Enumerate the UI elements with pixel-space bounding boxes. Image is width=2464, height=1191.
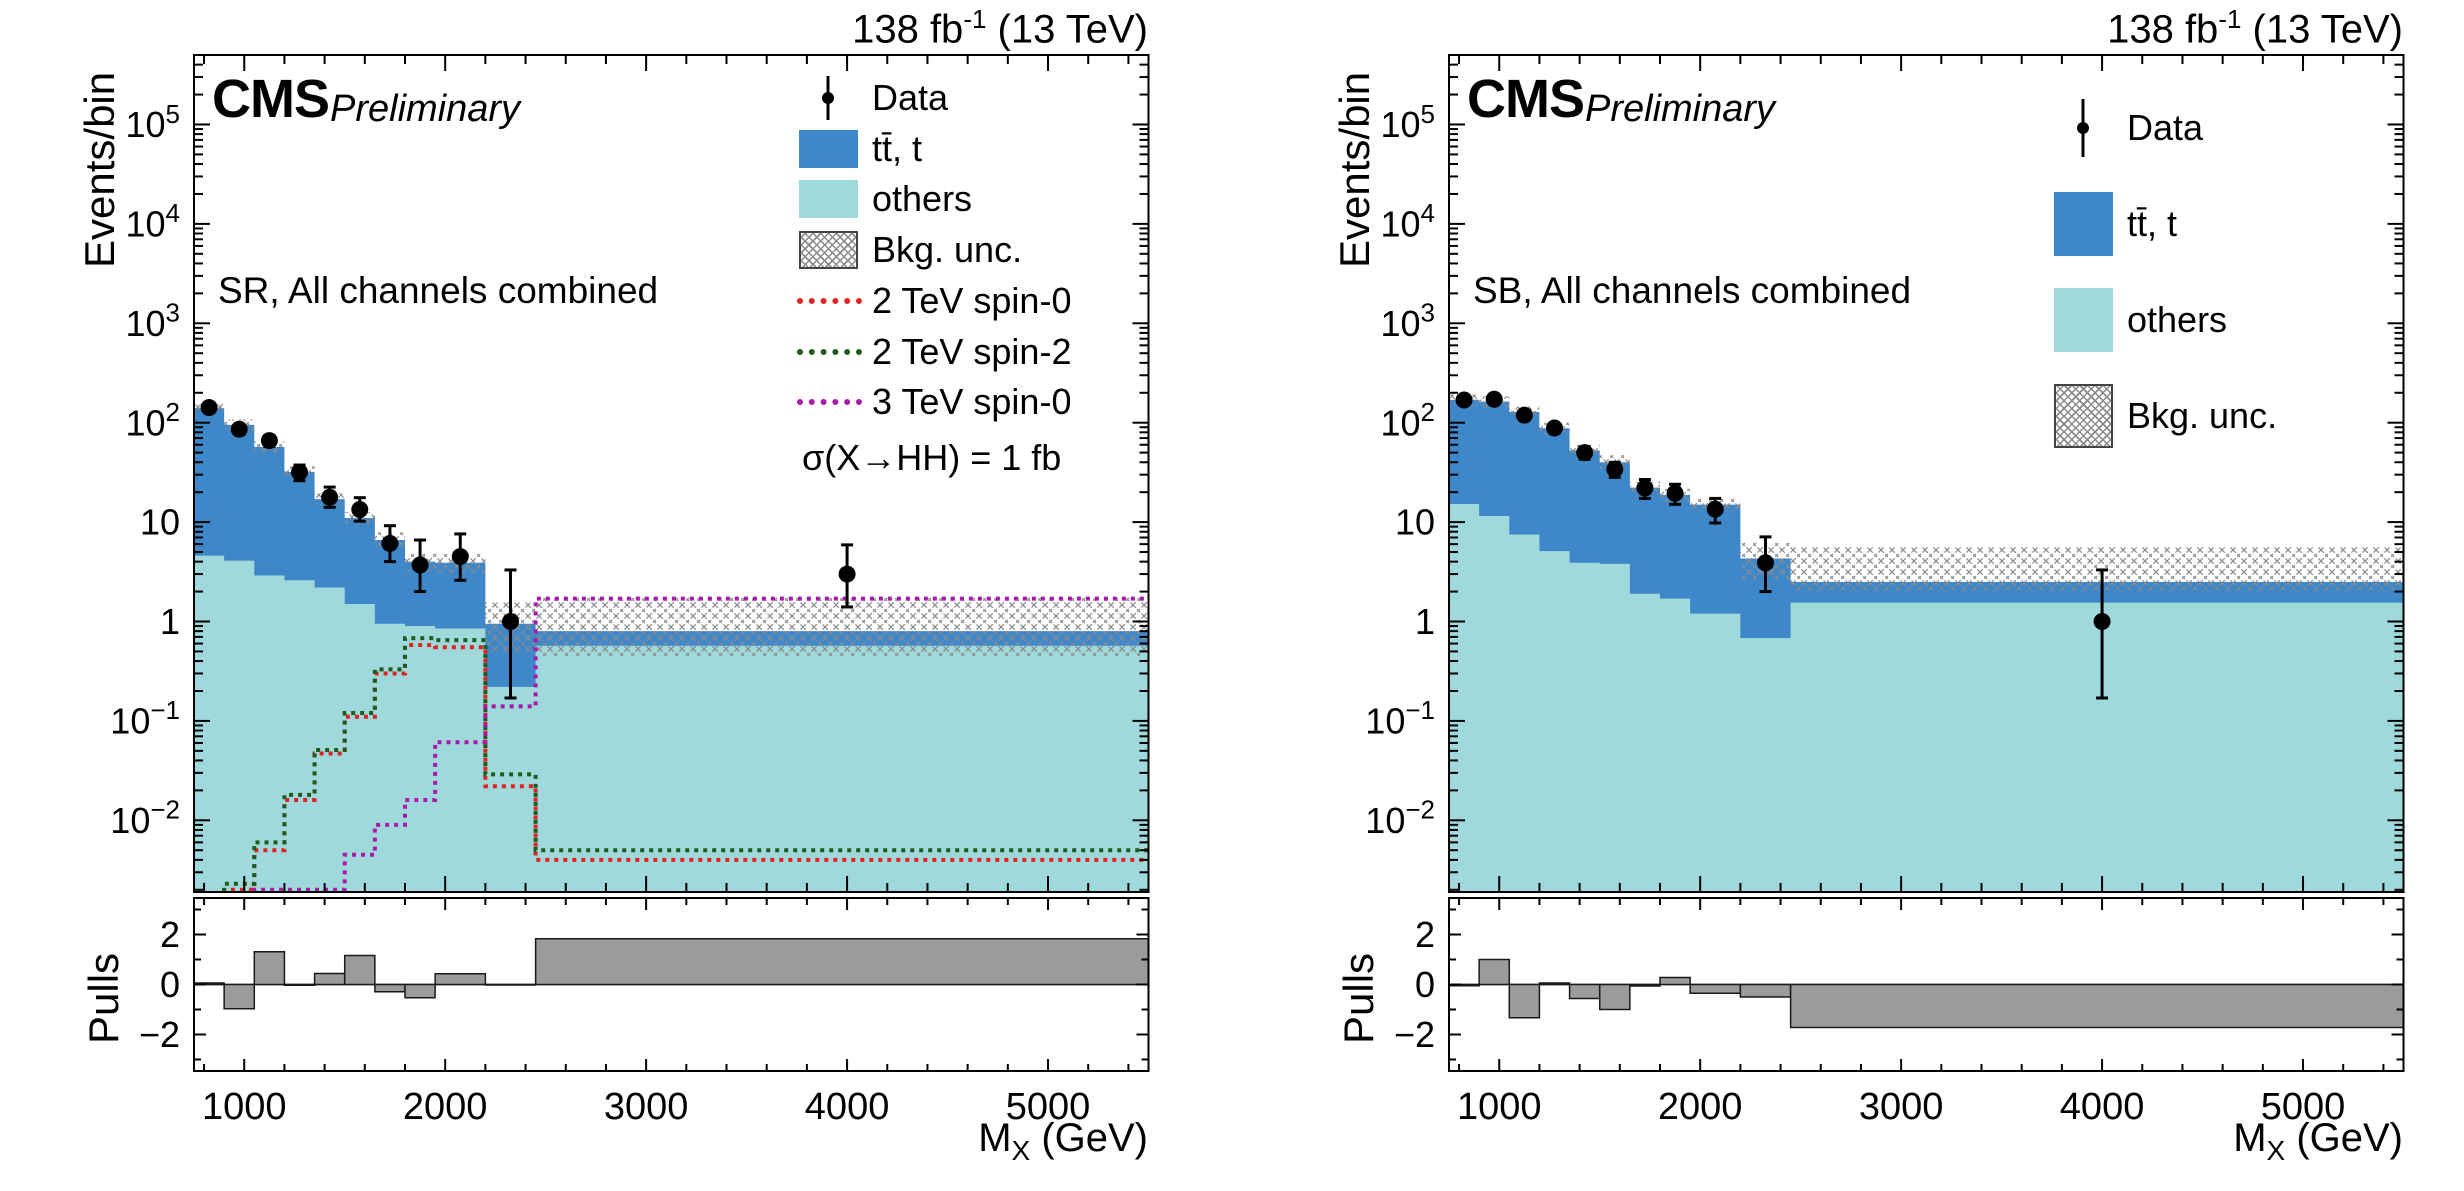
stack-others xyxy=(1449,504,2404,892)
svg-text:105: 105 xyxy=(1380,99,1435,145)
legend-label: others xyxy=(872,178,973,220)
y-axis-title-right: Events/bin xyxy=(1331,71,1378,268)
signal-line-3-tev-spin-0 xyxy=(252,596,1149,892)
legend-label: Bkg. unc. xyxy=(872,229,1023,271)
svg-text:105: 105 xyxy=(125,99,180,145)
pulls-axis-title-right: Pulls xyxy=(1335,952,1382,1044)
lumi-label-right: 138 fb-1 (13 TeV) xyxy=(2107,4,2403,52)
svg-text:103: 103 xyxy=(125,298,180,344)
legend-label: tt̄, t xyxy=(2127,203,2178,244)
fill-swatch xyxy=(2054,288,2113,352)
svg-text:5000: 5000 xyxy=(2261,1086,2346,1128)
axes-frame xyxy=(1448,54,2405,1072)
signal-line-2-tev-spin-0 xyxy=(222,643,1149,892)
cms-logo-left: CMS xyxy=(212,69,330,129)
cms-logo-right: CMS xyxy=(1467,69,1585,129)
legend-label: Data xyxy=(2127,107,2204,148)
hatch-swatch xyxy=(2054,384,2113,448)
y-axis-title-left: Events/bin xyxy=(76,71,123,268)
fill-swatch xyxy=(799,129,858,168)
svg-text:10−1: 10−1 xyxy=(110,695,180,741)
x-axis-title-left: MX (GeV) xyxy=(978,1116,1148,1166)
svg-text:1000: 1000 xyxy=(1457,1086,1542,1128)
legend-label: tt̄, t xyxy=(872,127,923,169)
bkg-uncertainty-band xyxy=(1449,394,2404,592)
svg-text:102: 102 xyxy=(125,397,180,443)
x-axis-title-right: MX (GeV) xyxy=(2233,1116,2403,1166)
fill-swatch xyxy=(799,180,858,219)
svg-text:2000: 2000 xyxy=(1658,1086,1743,1128)
svg-text:103: 103 xyxy=(1380,298,1435,344)
svg-text:5000: 5000 xyxy=(1006,1086,1091,1128)
axes-frame xyxy=(193,54,1150,1072)
svg-text:1000: 1000 xyxy=(202,1086,287,1128)
signal-line-swatch xyxy=(797,399,862,406)
preliminary-label-left: Preliminary xyxy=(330,88,521,130)
svg-text:10: 10 xyxy=(1395,502,1435,543)
svg-text:3000: 3000 xyxy=(604,1086,689,1128)
svg-text:0: 0 xyxy=(160,964,180,1005)
svg-text:104: 104 xyxy=(125,198,180,244)
svg-text:10−2: 10−2 xyxy=(110,795,180,841)
signal-line-swatch xyxy=(797,297,862,304)
signal-xsec-note: σ(X→HH) = 1 fb xyxy=(802,437,1062,478)
svg-text:4000: 4000 xyxy=(805,1086,890,1128)
svg-text:10: 10 xyxy=(140,502,180,543)
svg-text:104: 104 xyxy=(1380,198,1435,244)
data-points xyxy=(200,399,856,700)
pulls-bars xyxy=(193,938,1150,1010)
hatch-swatch xyxy=(799,231,858,270)
legend-label: 2 TeV spin-0 xyxy=(872,279,1072,321)
data-points xyxy=(1455,390,2111,700)
region-label-sb: SB, All channels combined xyxy=(1473,270,1912,311)
svg-text:10−1: 10−1 xyxy=(1365,695,1435,741)
preliminary-label-right: Preliminary xyxy=(1585,88,1776,130)
fill-swatch xyxy=(2054,192,2113,256)
svg-text:−2: −2 xyxy=(139,1014,180,1055)
svg-text:102: 102 xyxy=(1380,397,1435,443)
svg-text:3000: 3000 xyxy=(1859,1086,1944,1128)
svg-text:2: 2 xyxy=(160,914,180,955)
svg-text:1: 1 xyxy=(160,601,180,642)
pulls-axis-title-left: Pulls xyxy=(80,952,127,1044)
legend-label: Bkg. unc. xyxy=(2127,395,2278,436)
legend-label: 3 TeV spin-0 xyxy=(872,381,1072,423)
svg-text:2000: 2000 xyxy=(403,1086,488,1128)
legend-label: 2 TeV spin-2 xyxy=(872,330,1072,372)
svg-text:0: 0 xyxy=(1415,964,1435,1005)
legend-label: others xyxy=(2127,299,2228,340)
pulls-bars xyxy=(1448,958,2405,1029)
signal-line-2-tev-spin-2 xyxy=(222,636,1149,892)
svg-text:2: 2 xyxy=(1415,914,1435,955)
legend-label: Data xyxy=(872,77,949,118)
region-label-sr: SR, All channels combined xyxy=(218,270,659,311)
svg-text:4000: 4000 xyxy=(2060,1086,2145,1128)
svg-text:10−2: 10−2 xyxy=(1365,795,1435,841)
svg-text:1: 1 xyxy=(1415,601,1435,642)
lumi-label-left: 138 fb-1 (13 TeV) xyxy=(852,4,1148,52)
signal-line-swatch xyxy=(797,348,862,355)
svg-text:−2: −2 xyxy=(1394,1014,1435,1055)
